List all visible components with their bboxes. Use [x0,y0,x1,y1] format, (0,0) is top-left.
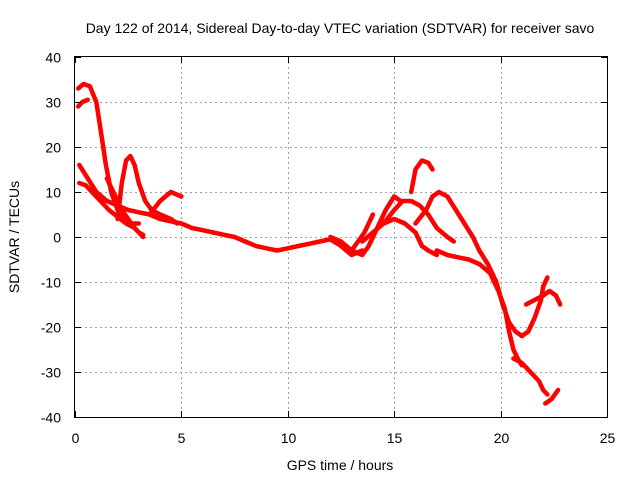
grid-lines [75,57,607,417]
x-tick-label: 25 [600,430,616,446]
trace-sat-l [408,158,435,195]
y-tick-label: 20 [45,140,61,156]
y-tick-label: -30 [41,365,61,381]
axis-ticks [75,57,608,418]
y-tick-label: -10 [41,275,61,291]
x-tick-label: 0 [72,430,80,446]
trace-sat-j [360,216,440,258]
y-tick-label: 40 [45,50,61,66]
x-tick-label: 15 [387,430,403,446]
data-traces [75,81,563,406]
trace-sat-o [511,356,550,397]
trace-sat-h [328,194,403,258]
trace-sat-k [381,198,457,244]
y-tick-labels: -40 -30 -20 -10 0 10 20 30 40 [41,50,61,426]
trace-sat-p [519,275,550,339]
trace-sat-n [434,248,525,368]
x-tick-label: 5 [178,430,186,446]
trace-sat-q [523,288,563,307]
trace-sat-r [543,387,561,406]
y-tick-label: 10 [45,185,61,201]
trace-sat-a [75,81,142,226]
y-axis-label: SDTVAR / TECUs [6,181,22,293]
trace-sat-f [115,153,180,226]
x-axis-label: GPS time / hours [287,457,394,473]
chart-title: Day 122 of 2014, Sidereal Day-to-day VTE… [86,20,595,36]
x-tick-label: 20 [494,430,510,446]
x-tick-labels: 0 5 10 15 20 25 [72,430,616,446]
trace-sat-g [147,189,184,217]
trace-sat-e [104,176,146,238]
y-tick-label: 0 [53,230,61,246]
y-tick-label: -40 [41,410,61,426]
trace-sat-i [349,212,376,253]
plot-frame [74,56,608,418]
trace-sat-b [75,97,91,109]
y-tick-label: 30 [45,95,61,111]
x-tick-label: 10 [281,430,297,446]
y-tick-label: -20 [41,320,61,336]
